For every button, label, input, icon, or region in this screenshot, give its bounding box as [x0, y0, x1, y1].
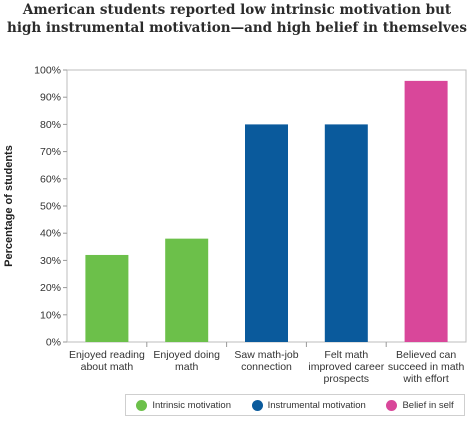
x-tick-label-line: Felt math — [324, 349, 368, 361]
x-tick-label-line: with effort — [402, 373, 448, 385]
x-tick-label-line: prospects — [324, 373, 370, 385]
x-tick-label-1: Enjoyed reading about math — [69, 349, 145, 373]
y-tick-label: 20% — [40, 282, 61, 294]
chart-title-line-2: high instrumental motivation—and high be… — [7, 20, 467, 36]
legend-swatch-instrumental — [251, 399, 263, 411]
bar-5 — [404, 80, 448, 342]
x-tick-label-5: Believed can succeed in math with effort — [388, 349, 465, 385]
y-tick-label: 0% — [46, 337, 61, 349]
legend-item-instrumental: Instrumental motivation — [251, 399, 366, 411]
legend-swatch-intrinsic — [136, 399, 148, 411]
y-tick-label: 70% — [40, 146, 61, 158]
y-tick-label: 90% — [40, 92, 61, 104]
x-tick-label-line: Believed can — [396, 349, 456, 361]
y-axis-label: Percentage of students — [3, 145, 15, 267]
x-tick-label-4: Felt math improved career prospects — [308, 349, 384, 385]
y-tick-label: 80% — [40, 119, 61, 131]
y-tick-label: 30% — [40, 255, 61, 267]
x-tick-label-3: Saw math-job connection — [234, 349, 298, 373]
x-tick-label-line: Enjoyed reading — [69, 349, 145, 361]
bar-3 — [245, 124, 288, 343]
legend-item-belief: Belief in self — [386, 399, 454, 411]
x-tick-label-line: Saw math-job — [234, 349, 298, 361]
x-tick-label-line: Enjoyed doing — [153, 349, 220, 361]
legend-swatch-belief — [386, 399, 398, 411]
y-tick-label: 100% — [34, 65, 61, 77]
chart-title-line-1: American students reported low intrinsic… — [22, 2, 452, 18]
bar-4 — [324, 124, 368, 343]
bar-1 — [85, 254, 129, 342]
chart-legend: Intrinsic motivation Instrumental motiva… — [125, 394, 465, 416]
x-tick-label-line: math — [175, 361, 199, 373]
legend-item-intrinsic: Intrinsic motivation — [136, 399, 231, 411]
x-tick-label-line: succeed in math — [388, 361, 465, 373]
x-tick-label-line: about math — [81, 361, 134, 373]
y-tick-label: 40% — [40, 228, 61, 240]
y-tick-label: 10% — [40, 309, 61, 321]
x-tick-label-2: Enjoyed doing math — [153, 349, 220, 373]
x-tick-label-line: improved career — [308, 361, 384, 373]
chart-title: American students reported low intrinsic… — [0, 1, 474, 37]
bar-2 — [165, 238, 209, 342]
y-tick-label: 50% — [40, 201, 61, 213]
y-tick-label: 60% — [40, 173, 61, 185]
x-tick-label-line: connection — [241, 361, 292, 373]
legend-label-belief: Belief in self — [402, 399, 454, 411]
legend-label-instrumental: Instrumental motivation — [267, 399, 366, 411]
legend-label-intrinsic: Intrinsic motivation — [152, 399, 231, 411]
